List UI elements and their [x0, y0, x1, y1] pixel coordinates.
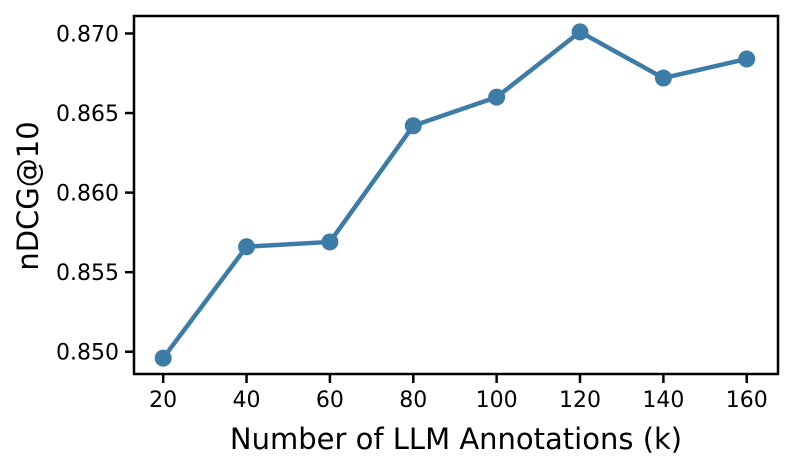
- y-tick-label: 0.860: [56, 182, 119, 207]
- data-line: [160, 29, 749, 361]
- x-tick-label: 80: [399, 388, 427, 413]
- x-tick-label: 120: [559, 388, 601, 413]
- y-axis-label: nDCG@10: [11, 121, 45, 271]
- y-tick-label: 0.865: [56, 102, 119, 127]
- data-point: [154, 349, 172, 367]
- x-tick-label: 40: [233, 388, 261, 413]
- x-tick-label: 140: [642, 388, 684, 413]
- data-point: [404, 117, 422, 135]
- data-point: [738, 50, 756, 68]
- data-point: [488, 88, 506, 106]
- y-tick-label: 0.855: [56, 261, 119, 286]
- x-axis-label: Number of LLM Annotations (k): [229, 422, 683, 456]
- data-point: [238, 238, 256, 256]
- plot-border: [132, 14, 780, 376]
- y-tick-label: 0.870: [56, 23, 119, 48]
- data-point: [571, 23, 589, 41]
- x-tick-label: 20: [149, 388, 177, 413]
- x-tick-label: 100: [476, 388, 518, 413]
- x-tick-label: 160: [726, 388, 768, 413]
- data-point: [321, 233, 339, 251]
- data-point: [654, 69, 672, 87]
- x-tick-label: 60: [316, 388, 344, 413]
- y-tick-label: 0.850: [56, 341, 119, 366]
